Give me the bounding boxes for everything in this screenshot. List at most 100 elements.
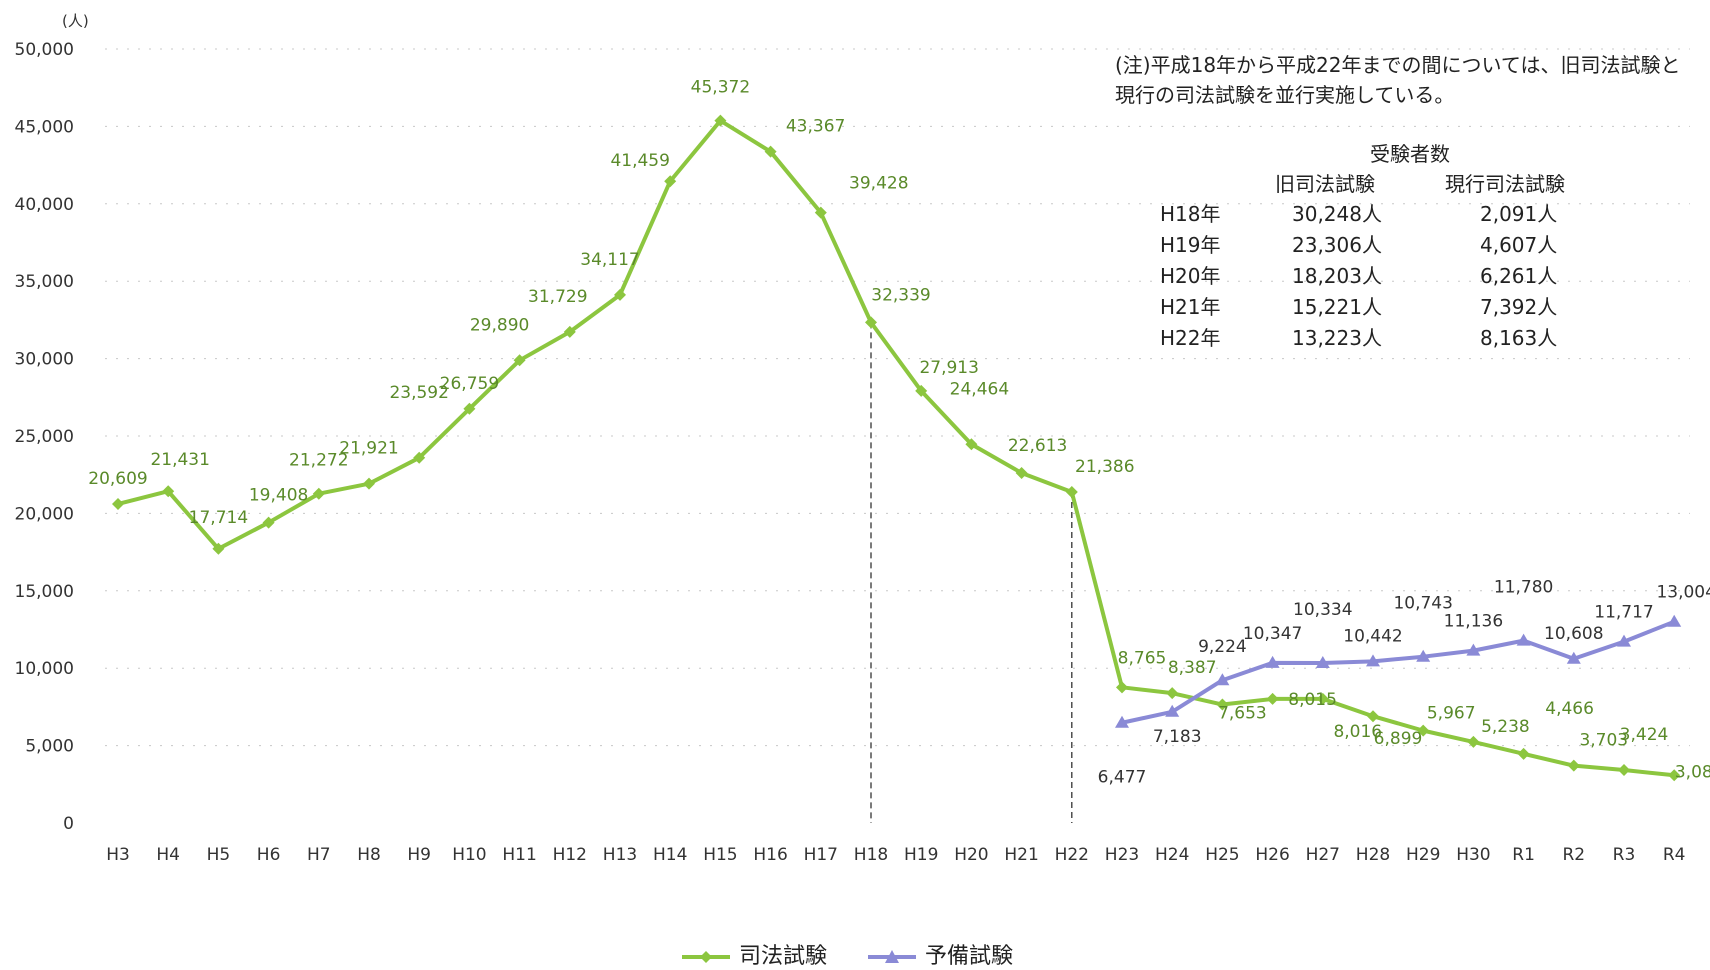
- data-label-shiho: 45,372: [691, 78, 750, 98]
- y-tick-label: 50,000: [15, 40, 74, 60]
- data-label-yobi: 10,334: [1293, 600, 1352, 620]
- data-label-yobi: 11,136: [1444, 612, 1503, 632]
- data-label-shiho: 29,890: [470, 315, 529, 335]
- point-shiho: [212, 542, 225, 555]
- x-tick-label: H9: [407, 845, 431, 865]
- table-cell-year: H18年: [1160, 202, 1221, 226]
- point-shiho: [413, 451, 426, 464]
- data-label-shiho: 21,386: [1075, 457, 1134, 477]
- legend-item-shiho: 司法試験: [680, 938, 827, 970]
- point-yobi: [1215, 673, 1230, 686]
- x-tick-label: H6: [257, 845, 281, 865]
- data-label-yobi: 13,004: [1656, 583, 1710, 603]
- x-tick-label: H17: [804, 845, 838, 865]
- x-tick-label: H15: [703, 845, 737, 865]
- data-label-shiho: 24,464: [950, 379, 1009, 399]
- data-label-yobi: 9,224: [1198, 637, 1247, 657]
- point-yobi: [1617, 634, 1631, 647]
- point-shiho: [1668, 769, 1681, 782]
- point-yobi: [1466, 643, 1481, 656]
- table-cell-old: 13,223人: [1292, 326, 1382, 350]
- data-label-shiho: 5,967: [1427, 704, 1476, 724]
- y-tick-label: 45,000: [15, 117, 74, 137]
- data-label-shiho: 19,408: [249, 486, 308, 506]
- point-shiho: [1065, 485, 1078, 498]
- y-tick-label: 25,000: [15, 427, 74, 447]
- point-yobi: [1165, 704, 1180, 717]
- data-label-shiho: 34,117: [580, 250, 639, 270]
- x-tick-label: H18: [854, 845, 888, 865]
- y-tick-label: 10,000: [15, 659, 74, 679]
- data-label-shiho: 27,913: [919, 358, 978, 378]
- x-tick-label: H23: [1105, 845, 1139, 865]
- y-axis-unit: (人): [62, 12, 89, 30]
- legend-item-yobi: 予備試験: [866, 938, 1013, 970]
- data-label-yobi: 10,442: [1343, 626, 1402, 646]
- point-shiho: [1316, 692, 1329, 705]
- table-cell-year: H19年: [1160, 233, 1221, 257]
- point-shiho: [262, 516, 275, 529]
- table-cell-year: H20年: [1160, 264, 1221, 288]
- x-tick-label: H4: [156, 845, 180, 865]
- x-tick-label: H29: [1406, 845, 1440, 865]
- chart-note: (注)平成18年から平成22年までの間については、旧司法試験と現行の司法試験を並…: [1115, 53, 1681, 107]
- table-cell-old: 18,203人: [1292, 264, 1382, 288]
- x-tick-label: H16: [753, 845, 787, 865]
- point-shiho: [714, 114, 727, 127]
- data-label-shiho: 21,921: [339, 439, 398, 459]
- x-tick-label: H21: [1004, 845, 1038, 865]
- point-shiho: [312, 487, 325, 500]
- table-cell-new: 6,261人: [1480, 264, 1558, 288]
- point-yobi: [1115, 715, 1129, 728]
- x-tick-label: H7: [307, 845, 331, 865]
- data-label-shiho: 3,082: [1675, 762, 1710, 782]
- point-shiho: [1015, 466, 1028, 479]
- data-label-shiho: 3,424: [1620, 725, 1669, 745]
- table-cell-new: 2,091人: [1480, 202, 1558, 226]
- legend-marker-triangle-icon: [868, 950, 916, 963]
- x-tick-label: H22: [1055, 845, 1089, 865]
- table-cell-year: H22年: [1160, 326, 1221, 350]
- y-tick-label: 15,000: [15, 582, 74, 602]
- data-label-shiho: 8,015: [1288, 690, 1337, 710]
- y-tick-label: 40,000: [15, 195, 74, 215]
- x-tick-label: H14: [653, 845, 687, 865]
- legend-label-shiho: 司法試験: [739, 944, 828, 969]
- x-tick-label: R3: [1613, 845, 1636, 865]
- table-col-new: 現行司法試験: [1445, 172, 1565, 196]
- x-tick-label: H5: [207, 845, 231, 865]
- data-label-shiho: 7,653: [1218, 704, 1267, 724]
- data-label-shiho: 4,466: [1545, 699, 1594, 719]
- data-label-shiho: 5,238: [1481, 717, 1530, 737]
- x-tick-label: H27: [1306, 845, 1340, 865]
- data-label-shiho: 23,592: [389, 383, 448, 403]
- point-yobi: [1566, 651, 1581, 664]
- series-line-shiho: [117, 118, 1675, 778]
- point-yobi: [1315, 656, 1330, 669]
- data-label-shiho: 8,387: [1168, 658, 1217, 678]
- data-label-shiho: 26,759: [440, 374, 499, 394]
- data-label-shiho: 31,729: [528, 287, 587, 307]
- point-shiho: [1517, 747, 1530, 760]
- x-tick-label: H8: [357, 845, 381, 865]
- point-shiho: [865, 316, 877, 329]
- x-tick-label: H19: [904, 845, 938, 865]
- point-shiho: [764, 145, 777, 158]
- legend-label-yobi: 予備試験: [925, 944, 1014, 969]
- x-tick-label: H11: [502, 845, 536, 865]
- x-tick-label: H30: [1456, 845, 1490, 865]
- x-tick-label: H3: [106, 845, 130, 865]
- legend-marker-diamond-icon: [682, 951, 730, 963]
- point-shiho: [614, 288, 626, 301]
- x-tick-label: H20: [954, 845, 988, 865]
- point-shiho: [1367, 710, 1379, 723]
- point-shiho: [1166, 687, 1179, 700]
- data-label-yobi: 6,477: [1098, 768, 1147, 788]
- data-label-yobi: 11,717: [1594, 603, 1653, 623]
- data-label-shiho: 8,016: [1333, 722, 1382, 742]
- point-yobi: [1265, 655, 1280, 668]
- data-label-shiho: 20,609: [88, 469, 147, 489]
- table-col-old: 旧司法試験: [1275, 172, 1375, 196]
- data-label-shiho: 43,367: [786, 117, 845, 137]
